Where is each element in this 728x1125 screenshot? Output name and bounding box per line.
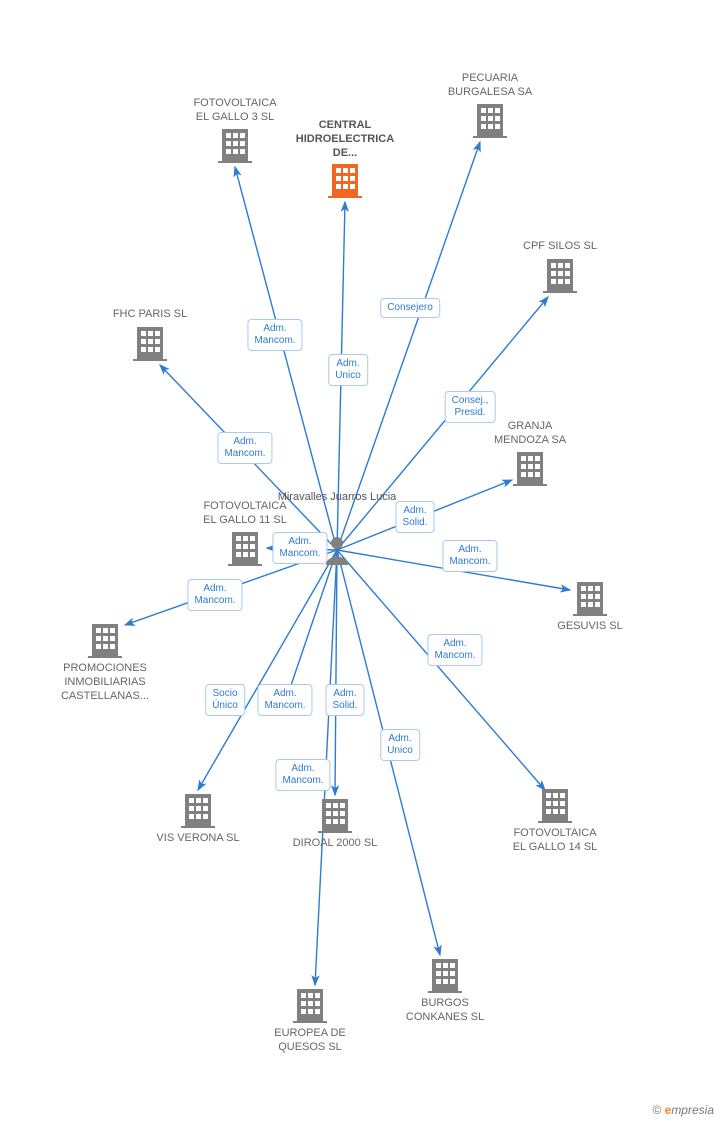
company-node-label: EUROPEA DE QUESOS SL (274, 1027, 346, 1055)
brand-rest: mpresia (671, 1103, 714, 1117)
company-node-icon[interactable] (293, 987, 327, 1023)
company-node-icon[interactable] (181, 792, 215, 828)
edge-role-chip: Adm. Mancom. (247, 319, 302, 351)
company-node-label: BURGOS CONKANES SL (406, 997, 484, 1025)
edge-role-chip: Adm. Solid. (325, 684, 364, 716)
company-node-label: CPF SILOS SL (523, 240, 597, 254)
company-node-label: GESUVIS SL (557, 620, 622, 634)
company-node-label: FOTOVOLTAICA EL GALLO 3 SL (193, 97, 276, 125)
company-node-icon[interactable] (328, 162, 362, 198)
edge-role-chip: Adm. Mancom. (187, 579, 242, 611)
edge-role-chip: Adm. Mancom. (442, 540, 497, 572)
company-node-label: CENTRAL HIDROELECTRICA DE... (296, 119, 394, 160)
company-node-label: FHC PARIS SL (113, 308, 187, 322)
edge-role-chip: Adm. Mancom. (275, 759, 330, 791)
company-node-label: PECUARIA BURGALESA SA (448, 72, 532, 100)
edge-role-chip: Socio Único (205, 684, 245, 716)
diagram-canvas (0, 0, 728, 1125)
company-node-label: FOTOVOLTAICA EL GALLO 14 SL (513, 827, 598, 855)
company-node-label: VIS VERONA SL (156, 832, 239, 846)
person-node-icon[interactable] (324, 535, 350, 565)
company-node-label: FOTOVOLTAICA EL GALLO 11 SL (203, 500, 287, 528)
company-node-icon[interactable] (133, 325, 167, 361)
edge-role-chip: Adm. Mancom. (217, 432, 272, 464)
company-node-label: DIROAL 2000 SL (293, 837, 378, 851)
edge-arrow (337, 142, 480, 550)
company-node-icon[interactable] (218, 127, 252, 163)
edge-role-chip: Adm. Mancom. (272, 532, 327, 564)
company-node-icon[interactable] (513, 450, 547, 486)
edge-role-chip: Adm. Unico (328, 354, 368, 386)
person-node-label: Miravalles Juarros Lucia (278, 490, 397, 504)
company-node-icon[interactable] (538, 787, 572, 823)
copyright-symbol: © (652, 1103, 661, 1117)
company-node-icon[interactable] (543, 257, 577, 293)
company-node-icon[interactable] (428, 957, 462, 993)
edge-role-chip: Adm. Mancom. (427, 634, 482, 666)
edge-role-chip: Adm. Mancom. (257, 684, 312, 716)
edge-role-chip: Adm. Unico (380, 729, 420, 761)
company-node-icon[interactable] (473, 102, 507, 138)
company-node-icon[interactable] (573, 580, 607, 616)
company-node-label: PROMOCIONES INMOBILIARIAS CASTELLANAS... (61, 662, 149, 703)
company-node-icon[interactable] (228, 530, 262, 566)
footer-credit: © empresia (652, 1103, 714, 1117)
company-node-icon[interactable] (88, 622, 122, 658)
edge-role-chip: Consejero (380, 298, 440, 318)
company-node-icon[interactable] (318, 797, 352, 833)
edge-role-chip: Consej., Presid. (445, 391, 496, 423)
company-node-label: GRANJA MENDOZA SA (494, 420, 566, 448)
edge-role-chip: Adm. Solid. (395, 501, 434, 533)
